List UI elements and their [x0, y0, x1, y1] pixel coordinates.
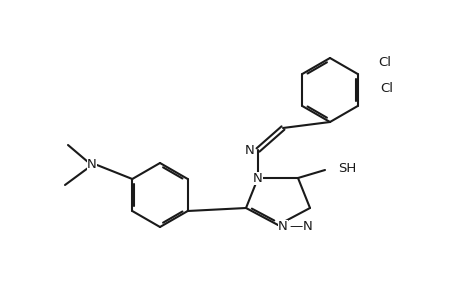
Text: SH: SH [337, 161, 355, 175]
Text: —: — [289, 220, 302, 233]
Text: N: N [252, 172, 262, 184]
Text: Cl: Cl [379, 82, 392, 94]
Text: Cl: Cl [377, 56, 390, 68]
Text: N: N [302, 220, 312, 233]
Text: N: N [278, 220, 287, 233]
Text: N: N [245, 143, 254, 157]
Text: N: N [87, 158, 97, 172]
